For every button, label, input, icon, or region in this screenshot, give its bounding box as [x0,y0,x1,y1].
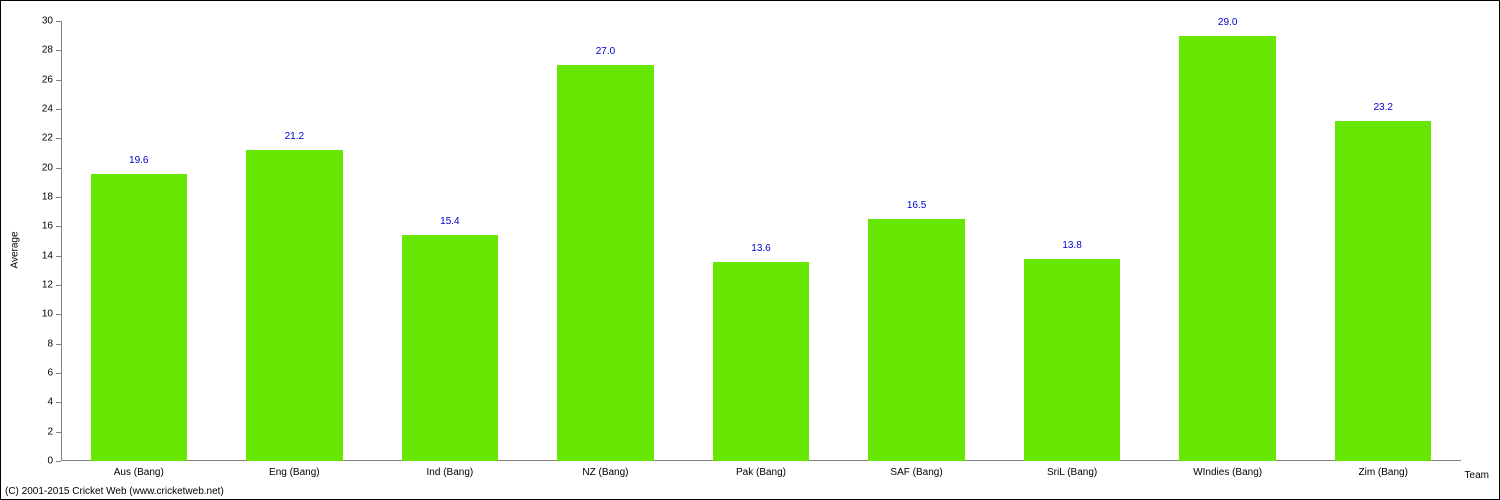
bar-value-label: 16.5 [907,200,926,211]
bar [402,235,498,461]
bar-value-label: 27.0 [596,46,615,57]
x-tick-label: NZ (Bang) [582,467,628,478]
bar [557,65,653,461]
y-tick-label: 14 [42,250,53,261]
y-tick-label: 18 [42,192,53,203]
y-tick-label: 28 [42,45,53,56]
x-tick-label: Ind (Bang) [427,467,474,478]
y-tick-label: 24 [42,104,53,115]
bar-value-label: 13.8 [1062,240,1081,251]
plot-area: 02468101214161820222426283019.6Aus (Bang… [61,21,1461,461]
y-tick-label: 4 [47,397,53,408]
y-axis-line [61,21,62,461]
bar [1024,259,1120,461]
footer-credit: (C) 2001-2015 Cricket Web (www.cricketwe… [5,486,224,497]
x-tick-label: Aus (Bang) [114,467,164,478]
x-tick-label: Pak (Bang) [736,467,786,478]
y-tick [56,109,61,110]
y-tick [56,373,61,374]
x-tick-label: WIndies (Bang) [1193,467,1262,478]
y-tick [56,256,61,257]
bar [91,174,187,461]
y-tick-label: 6 [47,368,53,379]
bar [1179,36,1275,461]
bar-value-label: 13.6 [751,243,770,254]
x-tick-label: Zim (Bang) [1358,467,1407,478]
bar-value-label: 29.0 [1218,17,1237,28]
y-tick [56,344,61,345]
y-tick-label: 2 [47,426,53,437]
x-tick-label: SriL (Bang) [1047,467,1097,478]
y-tick [56,226,61,227]
y-tick [56,138,61,139]
y-tick [56,21,61,22]
bar-value-label: 19.6 [129,155,148,166]
y-tick [56,50,61,51]
bar [868,219,964,461]
y-tick-label: 20 [42,162,53,173]
x-axis-title: Team [1465,470,1489,481]
y-tick [56,402,61,403]
y-tick-label: 16 [42,221,53,232]
y-tick [56,432,61,433]
x-tick-label: Eng (Bang) [269,467,320,478]
y-tick [56,461,61,462]
bar-value-label: 21.2 [285,131,304,142]
y-tick-label: 26 [42,74,53,85]
x-tick-label: SAF (Bang) [890,467,942,478]
bar [713,262,809,461]
y-axis-title: Average [10,231,21,268]
y-tick-label: 22 [42,133,53,144]
bar-chart: Average 02468101214161820222426283019.6A… [0,0,1500,500]
y-tick [56,285,61,286]
y-tick-label: 10 [42,309,53,320]
y-tick-label: 12 [42,280,53,291]
bar [246,150,342,461]
bar-value-label: 23.2 [1373,102,1392,113]
y-tick [56,197,61,198]
y-tick-label: 0 [47,456,53,467]
bar [1335,121,1431,461]
y-tick [56,80,61,81]
y-tick-label: 30 [42,16,53,27]
y-tick [56,168,61,169]
y-tick-label: 8 [47,338,53,349]
y-tick [56,314,61,315]
bar-value-label: 15.4 [440,216,459,227]
